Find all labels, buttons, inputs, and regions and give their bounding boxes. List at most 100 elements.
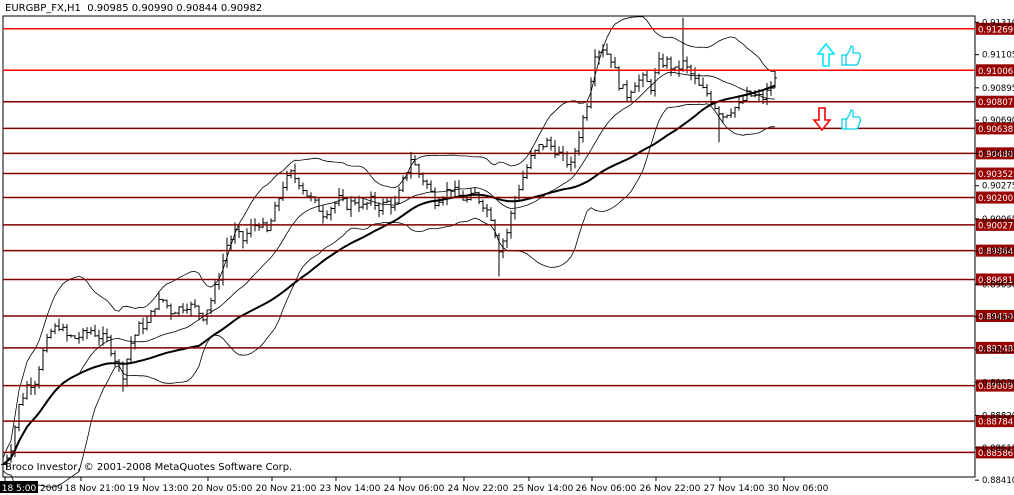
ohlc-bar	[705, 83, 709, 97]
x-tick-label: 26 Nov 06:00	[576, 484, 637, 494]
ohlc-bar	[733, 106, 737, 118]
ohlc-bar	[621, 84, 625, 89]
y-tick-label: 0.90895	[982, 84, 1014, 94]
ohlc-bar	[737, 95, 741, 111]
arrow-down-icon	[812, 107, 832, 132]
ohlc-bar	[89, 327, 93, 335]
level-lines: 0.91269 0.91006 0.90807 0.90638 0.90480 0.903…	[3, 22, 1014, 459]
ohlc-bar	[701, 77, 705, 89]
ohlc-bar	[141, 317, 145, 335]
ohlc-bar	[1, 459, 5, 466]
ohlc-bar	[181, 303, 185, 314]
ohlc-bar	[73, 335, 77, 340]
ohlc-bar	[277, 197, 281, 212]
chart-header: EURGBP_FX,H1 0.90985 0.90990 0.90844 0.9…	[5, 3, 263, 14]
ohlc-bar	[717, 106, 721, 143]
y-tick-label: 0.88410	[982, 476, 1014, 486]
ohlc-bar	[325, 210, 329, 220]
ohlc-bar	[93, 324, 97, 337]
ohlc-bar	[397, 186, 401, 204]
ohlc-bar	[749, 90, 753, 97]
ohlc-bar	[593, 49, 597, 87]
ohlc-bar	[453, 180, 457, 198]
ohlc-bar	[85, 327, 89, 340]
ohlc-bar	[61, 323, 65, 332]
ohlc-bar	[677, 60, 681, 77]
ohlc-bar	[653, 68, 657, 97]
ohlc-bar	[225, 237, 229, 268]
level-label-bg	[976, 341, 1014, 354]
ohlc-bar	[189, 301, 193, 317]
ohlc-bar	[489, 207, 493, 222]
ohlc-bar	[245, 228, 249, 244]
ohlc-bar	[473, 187, 477, 194]
bollinger-middle	[2, 71, 775, 465]
ohlc-bar	[709, 90, 713, 105]
ohlc-bar	[153, 308, 157, 316]
thumb-hand	[845, 109, 861, 130]
ohlc-bar	[377, 202, 381, 218]
ohlc-bar	[193, 299, 197, 309]
level-label: 0.89681	[978, 276, 1013, 286]
ohlc-bar	[533, 149, 537, 160]
ohlc-bar	[121, 361, 125, 392]
ohlc-bar	[641, 72, 645, 88]
ohlc-bar	[501, 238, 505, 259]
ohlc-bar	[469, 188, 473, 201]
level-label: 0.89450	[978, 312, 1013, 322]
arrow-down-shape	[812, 107, 832, 132]
ohlc-bar	[569, 156, 573, 172]
moving-average	[2, 84, 776, 466]
y-tick-label: 0.89235	[982, 346, 1014, 356]
ohlc-bar	[57, 318, 61, 332]
y-tick-label: 0.89860	[982, 247, 1014, 257]
level-label: 0.90027	[978, 221, 1013, 231]
grid	[2, 15, 976, 478]
ohlc-bar	[329, 206, 333, 221]
level-label-bg	[976, 244, 1014, 257]
ohlc-bar	[301, 182, 305, 195]
thumbs-up-icon	[841, 45, 861, 66]
ohlc-bar	[505, 228, 509, 249]
ohlc-bar	[305, 189, 309, 197]
level-label: 0.88586	[978, 449, 1013, 459]
ohlc-bar	[233, 222, 237, 244]
ohlc-bar	[601, 44, 605, 58]
ohlc-bar	[5, 454, 9, 469]
ohlc-bar	[537, 144, 541, 154]
ohlc-bar	[185, 303, 189, 314]
level-label-bg	[976, 122, 1014, 135]
level-label: 0.90807	[978, 98, 1013, 108]
ohlc-bar	[261, 217, 265, 229]
ohlc-bar	[545, 137, 549, 148]
x-tick-label: 26 Nov 22:00	[640, 484, 701, 494]
ohlc-bar	[9, 444, 13, 463]
level-label-bg	[976, 147, 1014, 160]
ohlc-bar	[65, 324, 69, 342]
ohlc-bar	[713, 101, 717, 110]
y-tick-label: 0.88820	[982, 411, 1014, 421]
ohlc-bar	[49, 328, 53, 339]
ohlc-bar	[613, 56, 617, 69]
ohlc-bar	[429, 180, 433, 193]
ohlc-bar	[457, 180, 461, 196]
ohlc-bar	[553, 140, 557, 159]
ohlc-bar	[161, 298, 165, 303]
x-tick-label: 19 Nov 13:00	[128, 484, 189, 494]
level-label: 0.89248	[978, 344, 1013, 354]
ohlc-bar	[173, 311, 177, 315]
ohlc-bar	[425, 179, 429, 189]
arrow-up-icon	[816, 42, 836, 67]
ohlc-bar	[117, 359, 121, 372]
ohlc-bar	[449, 189, 453, 198]
y-tick-label: 0.90275	[982, 182, 1014, 192]
ohlc-bar	[589, 77, 593, 109]
ohlc-bar	[321, 205, 325, 224]
ohlc-bar	[81, 328, 85, 341]
ohlc-bar	[333, 201, 337, 214]
ohlc-bar	[381, 198, 385, 215]
y-tick-label: 0.90480	[982, 149, 1014, 159]
level-label: 0.90352	[978, 170, 1013, 180]
